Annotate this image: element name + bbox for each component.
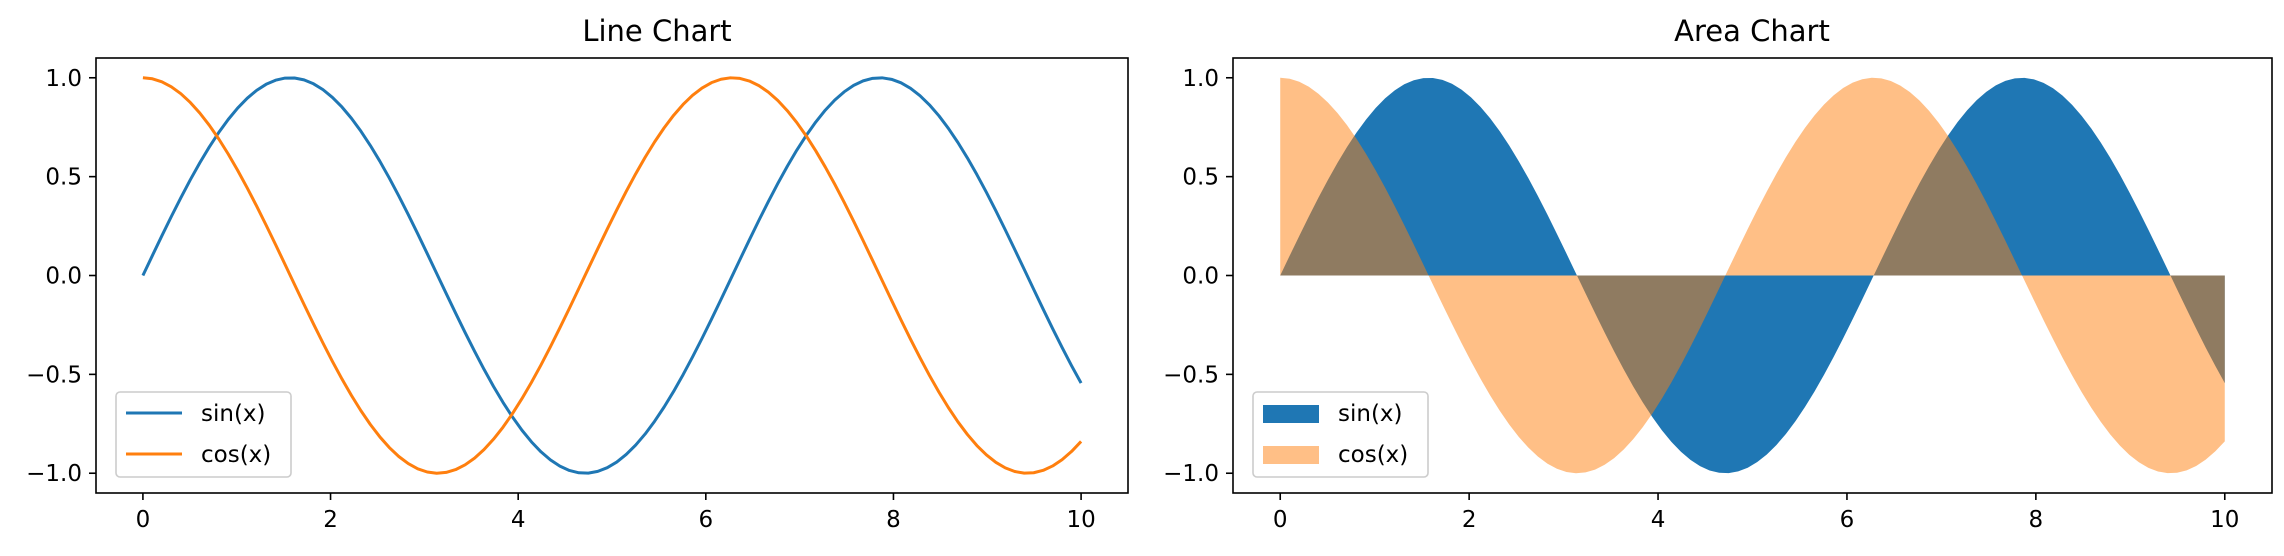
line-chart-legend: sin(x) cos(x) xyxy=(115,391,292,478)
area-chart-xtick-label: 0 xyxy=(1273,507,1288,533)
line-chart-ytick-label: 0.5 xyxy=(45,165,82,191)
line-chart-xtick-label: 10 xyxy=(1066,507,1095,533)
line-chart-series-cosx-line xyxy=(142,76,1083,475)
line-chart-panel: Line Chart 0 2 4 6 8 10 −1.0 −0.5 0.0 0.5 1.0 sin(… xyxy=(26,14,1129,533)
line-chart-title: Line Chart xyxy=(582,14,731,48)
area-chart-ytick-label: 0.0 xyxy=(1182,264,1219,290)
area-chart-series xyxy=(1280,77,2225,474)
line-chart-ytick-label: −0.5 xyxy=(26,362,82,388)
area-chart-xtick-label: 6 xyxy=(1840,507,1855,533)
area-chart-legend-swatch-sin xyxy=(1263,405,1319,423)
line-chart-ytick-label: −1.0 xyxy=(26,461,82,487)
area-chart-panel: Area Chart 0 2 4 6 8 10 −1.0 −0.5 0.0 0.5 1.0 sin(… xyxy=(1163,14,2273,533)
line-chart-series xyxy=(141,76,1083,475)
area-chart-ytick-label: 1.0 xyxy=(1182,66,1219,92)
area-chart-ytick-label: −0.5 xyxy=(1163,362,1219,388)
line-chart-ytick-label: 1.0 xyxy=(45,66,82,92)
line-chart-legend-label-cos: cos(x) xyxy=(201,442,271,468)
area-chart-series-cosx-area xyxy=(1280,77,2225,474)
area-chart-legend: sin(x) cos(x) xyxy=(1252,391,1429,478)
area-chart-title: Area Chart xyxy=(1674,14,1830,48)
area-chart-xtick-label: 2 xyxy=(1462,507,1477,533)
line-chart-xtick-label: 0 xyxy=(136,507,151,533)
line-chart-series-sinx-line xyxy=(141,76,1083,475)
line-chart-xtick-label: 4 xyxy=(511,507,526,533)
line-chart-ytick-label: 0.0 xyxy=(45,264,82,290)
line-chart-ticks: 0 2 4 6 8 10 −1.0 −0.5 0.0 0.5 1.0 xyxy=(26,66,1096,533)
area-chart-ticks: 0 2 4 6 8 10 −1.0 −0.5 0.0 0.5 1.0 xyxy=(1163,66,2239,533)
area-chart-xtick-label: 8 xyxy=(2029,507,2044,533)
area-chart-legend-label-cos: cos(x) xyxy=(1338,442,1408,468)
line-chart-legend-label-sin: sin(x) xyxy=(201,401,266,427)
line-chart-xtick-label: 2 xyxy=(323,507,338,533)
area-chart-ytick-label: −1.0 xyxy=(1163,461,1219,487)
area-chart-legend-swatch-cos xyxy=(1263,446,1319,464)
area-chart-legend-label-sin: sin(x) xyxy=(1338,401,1403,427)
area-chart-ytick-label: 0.5 xyxy=(1182,165,1219,191)
line-chart-xtick-label: 6 xyxy=(698,507,713,533)
area-chart-series-sinx-area xyxy=(1280,77,2225,474)
area-chart-xtick-label: 4 xyxy=(1651,507,1666,533)
line-chart-xtick-label: 8 xyxy=(886,507,901,533)
area-chart-xtick-label: 10 xyxy=(2210,507,2239,533)
